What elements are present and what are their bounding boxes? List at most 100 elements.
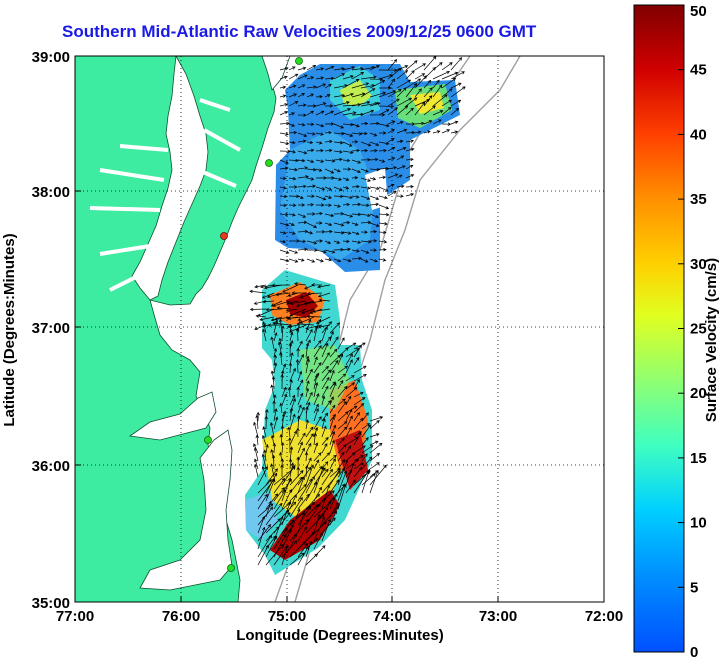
velocity-arrow xyxy=(289,407,294,422)
velocity-arrow xyxy=(324,213,335,218)
gridlines xyxy=(75,56,604,602)
velocity-arrow xyxy=(321,468,333,486)
colorbar-label: Surface Velocity (cm/s) xyxy=(703,258,720,422)
velocity-arrow xyxy=(345,353,353,366)
velocity-arrow xyxy=(351,82,370,89)
velocity-arrow xyxy=(265,443,269,454)
velocity-arrow xyxy=(423,79,432,89)
velocity-arrow xyxy=(264,415,269,430)
velocity-arrow xyxy=(387,98,400,107)
velocity-arrow xyxy=(297,93,306,98)
velocity-arrow xyxy=(329,369,335,382)
velocity-arrow xyxy=(333,150,343,154)
velocity-arrow xyxy=(313,452,322,462)
velocity-arrow xyxy=(305,328,313,342)
velocity-arrow xyxy=(361,473,376,486)
velocity-arrow xyxy=(337,459,346,470)
velocity-arrow xyxy=(353,356,360,366)
chesapeake-bay xyxy=(131,56,209,301)
velocity-arrow xyxy=(369,65,380,71)
velocity-arrow xyxy=(289,398,296,414)
velocity-arrow xyxy=(297,195,304,199)
velocity-arrow xyxy=(257,534,272,558)
velocity-arrow xyxy=(270,434,275,446)
velocity-arrow xyxy=(324,186,333,191)
station-marker-alert xyxy=(220,232,228,240)
velocity-arrow xyxy=(345,462,355,486)
velocity-arrow xyxy=(342,220,351,225)
velocity-arrow xyxy=(313,516,325,542)
velocity-arrow xyxy=(342,65,356,71)
velocity-arrow xyxy=(369,202,380,207)
velocity-arrow xyxy=(296,456,300,470)
velocity-arrow xyxy=(279,212,289,217)
velocity-field-north xyxy=(275,64,460,272)
velocity-arrow xyxy=(311,283,323,287)
velocity-arrow xyxy=(315,76,325,80)
velocity-arrow xyxy=(324,83,332,89)
velocity-arrow xyxy=(261,453,267,470)
velocity-arrow xyxy=(297,370,303,382)
velocity-arrow xyxy=(387,107,398,116)
velocity-arrow xyxy=(306,110,315,116)
velocity-arrow xyxy=(405,107,414,116)
velocity-arrow xyxy=(313,497,336,518)
velocity-arrow xyxy=(423,95,433,107)
velocity-arrow xyxy=(405,130,416,135)
velocity-arrow xyxy=(378,240,388,244)
velocity-arrow xyxy=(353,411,360,422)
velocity-arrow xyxy=(305,442,312,454)
velocity-arrow xyxy=(342,258,352,263)
velocity-arrow xyxy=(296,347,300,358)
velocity-arrow xyxy=(369,148,378,153)
velocity-arrow xyxy=(342,202,351,207)
velocity-arrow xyxy=(342,75,354,80)
velocity-arrow xyxy=(387,67,402,80)
velocity-arrow xyxy=(345,415,353,430)
velocity-arrow xyxy=(369,121,380,126)
velocity-arrow xyxy=(337,451,345,462)
velocity-arrow xyxy=(342,150,354,155)
velocity-arrow xyxy=(369,157,379,162)
velocity-arrow xyxy=(288,203,297,208)
velocity-arrow xyxy=(321,505,340,526)
velocity-arrow xyxy=(281,386,287,398)
velocity-arrow xyxy=(315,148,324,153)
velocity-arrow xyxy=(297,84,306,89)
velocity-arrow xyxy=(281,488,293,510)
velocity-arrow xyxy=(306,122,315,127)
velocity-arrow xyxy=(351,72,365,80)
velocity-arrow xyxy=(265,535,278,558)
velocity-arrow xyxy=(289,430,297,446)
velocity-arrow xyxy=(379,131,387,135)
velocity-arrow xyxy=(313,442,319,454)
velocity-arrow xyxy=(345,375,355,382)
velocity-arrow xyxy=(324,104,334,108)
velocity-arrow xyxy=(369,195,380,200)
pamlico-sound xyxy=(139,429,233,591)
velocity-arrow xyxy=(387,147,396,152)
velocity-arrow xyxy=(281,477,292,502)
velocity-arrow xyxy=(279,166,289,170)
velocity-arrow xyxy=(305,391,313,406)
velocity-arrow xyxy=(369,91,387,98)
velocity-arrow xyxy=(329,336,339,350)
velocity-arrow xyxy=(279,186,287,190)
velocity-arrow xyxy=(265,468,278,486)
velocity-arrow xyxy=(301,308,315,314)
velocity-arrow xyxy=(369,213,380,219)
velocity-arrow xyxy=(298,203,306,207)
x-tick-label: 72:00 xyxy=(585,608,623,625)
colorbar-tick-label: 20 xyxy=(690,385,707,402)
velocity-arrow xyxy=(315,211,323,216)
velocity-arrow xyxy=(297,379,304,390)
velocity-arrow xyxy=(405,82,418,98)
velocity-arrow xyxy=(351,148,361,153)
velocity-arrow xyxy=(369,248,378,252)
velocity-arrow xyxy=(313,513,321,534)
velocity-arrow xyxy=(423,120,433,125)
velocity-arrow xyxy=(313,432,317,446)
velocity-arrow xyxy=(306,64,317,71)
velocity-arrow xyxy=(306,184,316,188)
